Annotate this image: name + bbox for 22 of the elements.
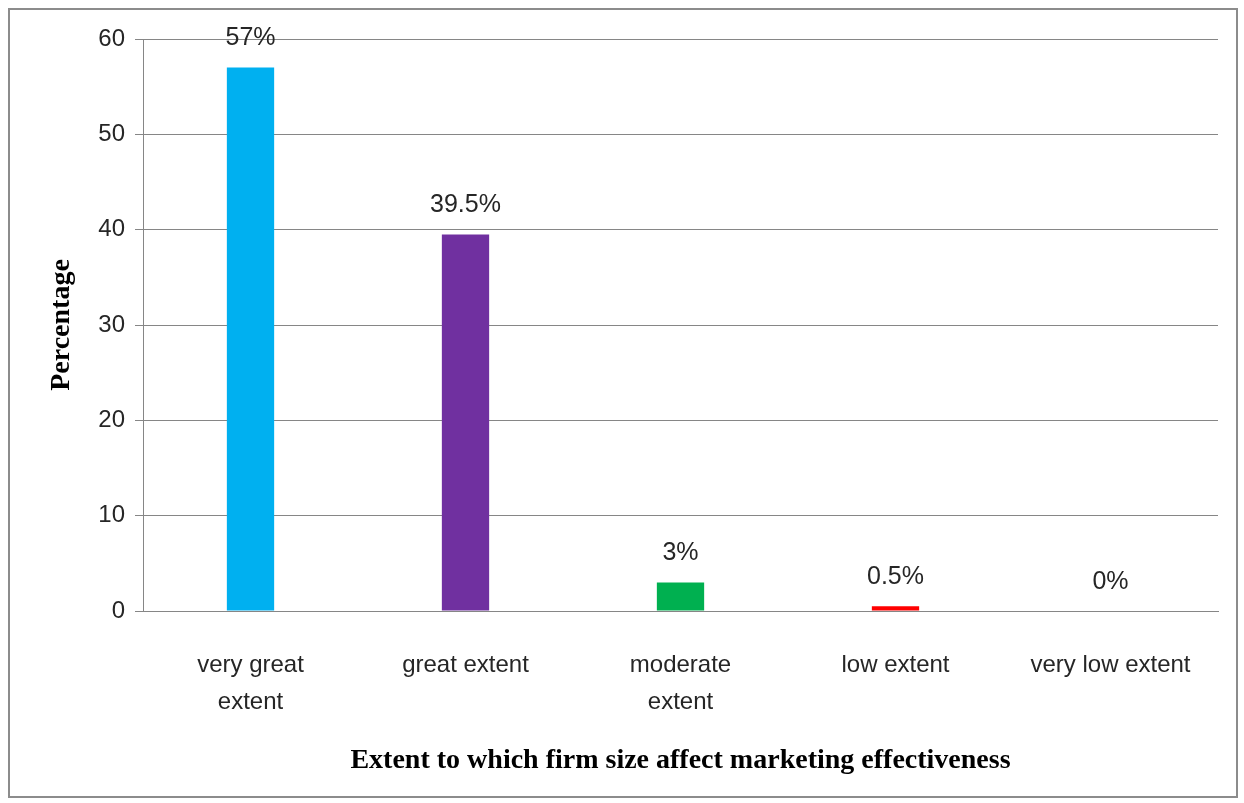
data-label: 3% — [662, 537, 699, 566]
y-tick-label: 30 — [98, 309, 125, 337]
y-tick-label: 20 — [98, 404, 125, 432]
x-tick-label: low extent — [841, 650, 950, 678]
y-tick-label: 60 — [98, 23, 125, 51]
y-tick-label: 50 — [98, 118, 125, 146]
x-tick-label: moderate extent — [629, 650, 732, 715]
y-tick-label: 40 — [98, 214, 125, 242]
bar — [226, 67, 275, 611]
data-label: 0.5% — [867, 561, 924, 590]
bar — [871, 606, 920, 611]
y-axis-title: Percentage — [44, 259, 76, 391]
bar — [441, 234, 490, 611]
x-tick-label: great extent — [402, 650, 530, 678]
x-axis-title: Extent to which firm size affect marketing effectiveness — [350, 743, 1011, 775]
x-tick-label: very low extent — [1030, 650, 1191, 678]
data-label: 0% — [1092, 565, 1129, 594]
y-tick-label: 10 — [98, 500, 125, 528]
data-label: 39.5% — [430, 189, 501, 218]
y-tick-label: 0 — [111, 595, 125, 623]
x-tick-label: very great extent — [197, 650, 305, 715]
bar — [656, 582, 705, 611]
